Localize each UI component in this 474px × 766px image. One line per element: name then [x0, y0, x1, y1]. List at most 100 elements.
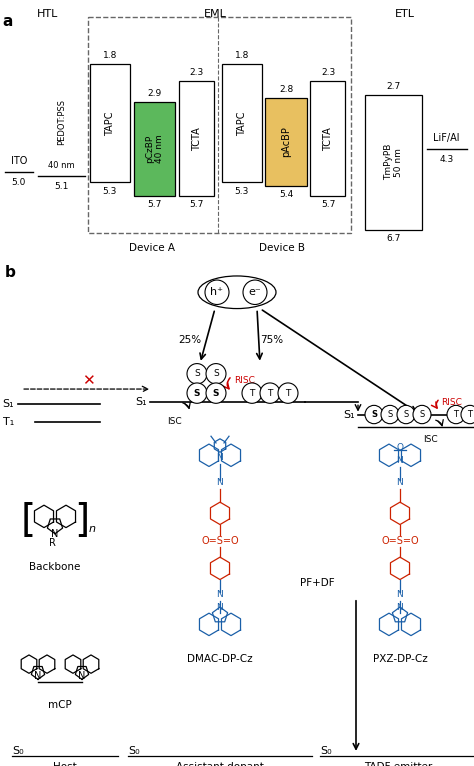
- Text: TADF emitter: TADF emitter: [364, 762, 432, 766]
- Text: 5.3: 5.3: [235, 186, 249, 195]
- Text: b: b: [5, 265, 16, 280]
- Text: e⁻: e⁻: [249, 287, 261, 297]
- Text: ISC: ISC: [423, 435, 438, 444]
- Text: 2.7: 2.7: [386, 82, 401, 91]
- Text: 5.4: 5.4: [279, 190, 293, 199]
- Text: pAcBP: pAcBP: [281, 126, 292, 158]
- Text: TmPyPB
50 nm: TmPyPB 50 nm: [384, 144, 403, 181]
- Bar: [310, 81, 345, 196]
- Circle shape: [447, 405, 465, 424]
- Text: S: S: [194, 388, 200, 398]
- Circle shape: [187, 383, 207, 404]
- Text: ITO: ITO: [11, 156, 27, 166]
- Text: 4.3: 4.3: [439, 155, 454, 164]
- Text: N: N: [397, 591, 403, 599]
- Text: T: T: [454, 410, 458, 419]
- Text: S₁: S₁: [2, 399, 14, 409]
- Text: TAPC: TAPC: [237, 111, 247, 136]
- Text: S: S: [213, 388, 219, 398]
- Text: S₀: S₀: [128, 746, 140, 756]
- Circle shape: [381, 405, 399, 424]
- Text: 2.3: 2.3: [190, 68, 204, 77]
- Text: 2.3: 2.3: [321, 68, 335, 77]
- Text: T: T: [467, 410, 473, 419]
- Text: LiF/Al: LiF/Al: [433, 133, 460, 142]
- Text: T₁: T₁: [3, 417, 14, 427]
- Text: S₁: S₁: [343, 410, 355, 420]
- Text: 5.7: 5.7: [321, 200, 335, 209]
- Text: [: [: [20, 502, 36, 541]
- Text: EML: EML: [204, 9, 227, 19]
- Text: TAPC: TAPC: [105, 111, 115, 136]
- Circle shape: [243, 280, 267, 305]
- Text: TCTA: TCTA: [191, 126, 202, 151]
- Text: O=S=O: O=S=O: [201, 536, 239, 546]
- Circle shape: [242, 383, 262, 404]
- Text: N: N: [217, 591, 223, 599]
- Text: RISC: RISC: [234, 376, 255, 385]
- Text: S: S: [371, 410, 377, 419]
- Text: O: O: [396, 443, 403, 452]
- Text: N: N: [34, 671, 42, 681]
- Circle shape: [397, 405, 415, 424]
- Bar: [179, 81, 214, 196]
- Text: 5.7: 5.7: [190, 200, 204, 209]
- Text: 5.3: 5.3: [103, 186, 117, 195]
- Text: 75%: 75%: [260, 336, 283, 345]
- Text: 5.7: 5.7: [147, 200, 162, 209]
- Text: S: S: [194, 369, 200, 378]
- Text: N: N: [217, 478, 223, 487]
- Text: Host: Host: [53, 762, 77, 766]
- Text: 25%: 25%: [178, 336, 201, 345]
- Text: S: S: [387, 410, 392, 419]
- Text: N: N: [51, 529, 59, 538]
- Text: 40 nm: 40 nm: [48, 161, 75, 169]
- Text: S₀: S₀: [12, 746, 24, 756]
- Text: DMAC-DP-Cz: DMAC-DP-Cz: [187, 654, 253, 664]
- Text: 1.8: 1.8: [103, 51, 117, 61]
- Text: PEDOT:PSS: PEDOT:PSS: [57, 99, 66, 145]
- Text: S: S: [403, 410, 409, 419]
- Circle shape: [461, 405, 474, 424]
- Circle shape: [205, 280, 229, 305]
- Text: pCzBP
40 nm: pCzBP 40 nm: [145, 134, 164, 163]
- Text: 2.9: 2.9: [147, 89, 162, 97]
- Text: T: T: [267, 388, 273, 398]
- Bar: [365, 95, 422, 230]
- Text: Backbone: Backbone: [29, 562, 81, 572]
- Text: RISC: RISC: [441, 398, 462, 407]
- Text: Device A: Device A: [128, 243, 175, 253]
- Text: a: a: [2, 14, 13, 29]
- Circle shape: [187, 364, 207, 384]
- Text: O=S=O: O=S=O: [381, 536, 419, 546]
- Text: Assistant dopant: Assistant dopant: [176, 762, 264, 766]
- Text: 6.7: 6.7: [386, 234, 401, 243]
- Text: 2.8: 2.8: [279, 85, 293, 94]
- Text: S: S: [419, 410, 425, 419]
- Text: h⁺: h⁺: [210, 287, 224, 297]
- Text: N: N: [78, 671, 86, 681]
- Text: Device B: Device B: [259, 243, 305, 253]
- Text: 5.0: 5.0: [12, 178, 26, 188]
- Text: mCP: mCP: [48, 700, 72, 710]
- Text: N: N: [397, 603, 403, 611]
- Text: R: R: [48, 538, 55, 548]
- Text: N: N: [217, 453, 223, 462]
- Text: HTL: HTL: [36, 9, 58, 19]
- Text: N: N: [397, 456, 403, 465]
- Text: n: n: [89, 524, 96, 534]
- Bar: [90, 64, 130, 182]
- Text: 5.1: 5.1: [55, 182, 69, 191]
- Circle shape: [260, 383, 280, 404]
- Text: S: S: [213, 369, 219, 378]
- Circle shape: [365, 405, 383, 424]
- Text: 1.8: 1.8: [235, 51, 249, 61]
- Bar: [222, 64, 262, 182]
- Text: PXZ-DP-Cz: PXZ-DP-Cz: [373, 654, 428, 664]
- Circle shape: [413, 405, 431, 424]
- Text: TCTA: TCTA: [323, 126, 333, 151]
- Circle shape: [206, 364, 226, 384]
- Text: N: N: [397, 478, 403, 487]
- Text: S₁: S₁: [136, 398, 147, 408]
- Text: T: T: [249, 388, 255, 398]
